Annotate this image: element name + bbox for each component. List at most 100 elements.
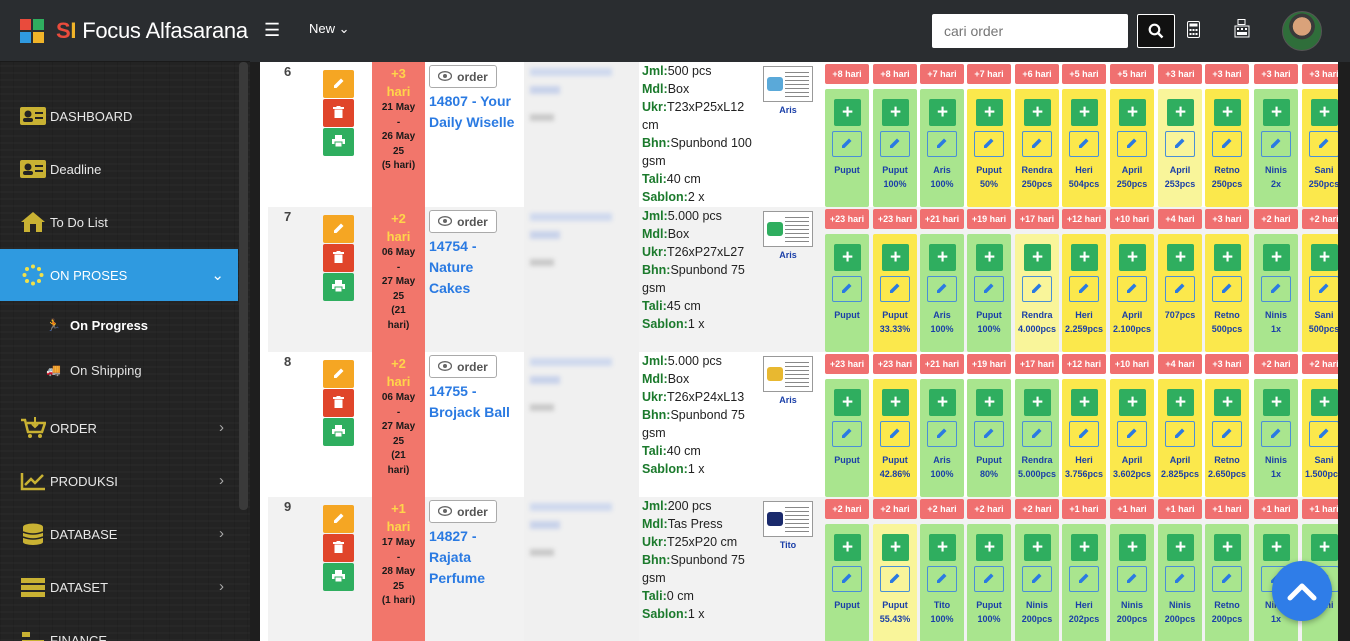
add-progress-button[interactable]: +: [1311, 244, 1338, 271]
order-button[interactable]: order: [429, 65, 497, 88]
add-progress-button[interactable]: +: [929, 389, 956, 416]
edit-progress-button[interactable]: [832, 566, 862, 592]
edit-progress-button[interactable]: [974, 276, 1004, 302]
edit-progress-button[interactable]: [832, 276, 862, 302]
print-button[interactable]: [323, 273, 354, 301]
edit-button[interactable]: [323, 360, 354, 388]
add-progress-button[interactable]: +: [834, 534, 861, 561]
order-title-link[interactable]: 14754 - Nature Cakes: [429, 236, 522, 299]
add-progress-button[interactable]: +: [976, 534, 1003, 561]
edit-progress-button[interactable]: [927, 276, 957, 302]
scroll-to-top-button[interactable]: [1272, 561, 1332, 621]
add-progress-button[interactable]: +: [1311, 534, 1338, 561]
add-progress-button[interactable]: +: [1024, 389, 1051, 416]
add-progress-button[interactable]: +: [976, 389, 1003, 416]
add-progress-button[interactable]: +: [1263, 99, 1290, 126]
add-progress-button[interactable]: +: [1214, 99, 1241, 126]
edit-progress-button[interactable]: [832, 421, 862, 447]
delete-button[interactable]: [323, 389, 354, 417]
add-progress-button[interactable]: +: [882, 389, 909, 416]
order-button[interactable]: order: [429, 500, 497, 523]
edit-progress-button[interactable]: [1117, 131, 1147, 157]
edit-progress-button[interactable]: [927, 566, 957, 592]
edit-progress-button[interactable]: [1117, 566, 1147, 592]
add-progress-button[interactable]: +: [929, 534, 956, 561]
delete-button[interactable]: [323, 99, 354, 127]
design-thumbnail[interactable]: [763, 501, 813, 537]
edit-progress-button[interactable]: [1309, 131, 1338, 157]
sidebar-item-deadline[interactable]: Deadline: [0, 143, 238, 195]
add-progress-button[interactable]: +: [1167, 534, 1194, 561]
design-thumbnail[interactable]: [763, 66, 813, 102]
edit-progress-button[interactable]: [1117, 421, 1147, 447]
add-progress-button[interactable]: +: [1263, 534, 1290, 561]
new-dropdown[interactable]: New ⌄: [309, 21, 350, 37]
cash-register-icon[interactable]: [1234, 19, 1250, 42]
add-progress-button[interactable]: +: [1311, 389, 1338, 416]
add-progress-button[interactable]: +: [1071, 99, 1098, 126]
add-progress-button[interactable]: +: [1119, 244, 1146, 271]
design-thumbnail[interactable]: [763, 356, 813, 392]
add-progress-button[interactable]: +: [834, 244, 861, 271]
add-progress-button[interactable]: +: [1167, 99, 1194, 126]
edit-progress-button[interactable]: [1212, 566, 1242, 592]
add-progress-button[interactable]: +: [1071, 244, 1098, 271]
delete-button[interactable]: [323, 244, 354, 272]
add-progress-button[interactable]: +: [1119, 534, 1146, 561]
menu-toggle-icon[interactable]: ☰: [264, 20, 281, 40]
edit-button[interactable]: [323, 70, 354, 98]
edit-progress-button[interactable]: [1165, 276, 1195, 302]
sidebar-item-dashboard[interactable]: DASHBOARD: [0, 90, 238, 142]
edit-progress-button[interactable]: [1069, 566, 1099, 592]
add-progress-button[interactable]: +: [1263, 389, 1290, 416]
sidebar-item-on-proses[interactable]: ON PROSES ⌄: [0, 249, 238, 301]
sidebar-item-todo[interactable]: To Do List: [0, 196, 238, 248]
delete-button[interactable]: [323, 534, 354, 562]
add-progress-button[interactable]: +: [929, 99, 956, 126]
add-progress-button[interactable]: +: [976, 99, 1003, 126]
add-progress-button[interactable]: +: [1214, 389, 1241, 416]
edit-progress-button[interactable]: [1165, 421, 1195, 447]
page-scrollbar-track[interactable]: [1338, 62, 1350, 641]
edit-progress-button[interactable]: [1069, 131, 1099, 157]
add-progress-button[interactable]: +: [1311, 99, 1338, 126]
edit-progress-button[interactable]: [832, 131, 862, 157]
add-progress-button[interactable]: +: [1024, 244, 1051, 271]
add-progress-button[interactable]: +: [882, 534, 909, 561]
add-progress-button[interactable]: +: [1214, 244, 1241, 271]
edit-progress-button[interactable]: [880, 421, 910, 447]
edit-progress-button[interactable]: [1261, 131, 1291, 157]
sidebar-subitem-on-progress[interactable]: 🏃 On Progress: [0, 305, 238, 345]
edit-progress-button[interactable]: [1022, 131, 1052, 157]
sidebar-subitem-on-shipping[interactable]: 🚚 On Shipping: [0, 350, 238, 390]
edit-progress-button[interactable]: [974, 421, 1004, 447]
edit-progress-button[interactable]: [1212, 131, 1242, 157]
edit-progress-button[interactable]: [880, 276, 910, 302]
add-progress-button[interactable]: +: [882, 244, 909, 271]
edit-progress-button[interactable]: [927, 421, 957, 447]
sidebar-item-database[interactable]: DATABASE ›: [0, 508, 238, 560]
print-button[interactable]: [323, 563, 354, 591]
print-button[interactable]: [323, 128, 354, 156]
sidebar-item-finance[interactable]: FINANCE: [0, 614, 238, 641]
edit-progress-button[interactable]: [1261, 421, 1291, 447]
sidebar-scrollbar[interactable]: [239, 62, 248, 510]
add-progress-button[interactable]: +: [1167, 389, 1194, 416]
add-progress-button[interactable]: +: [1119, 389, 1146, 416]
order-button[interactable]: order: [429, 355, 497, 378]
add-progress-button[interactable]: +: [929, 244, 956, 271]
edit-progress-button[interactable]: [880, 131, 910, 157]
add-progress-button[interactable]: +: [1071, 534, 1098, 561]
sidebar-item-dataset[interactable]: DATASET ›: [0, 561, 238, 613]
add-progress-button[interactable]: +: [882, 99, 909, 126]
add-progress-button[interactable]: +: [976, 244, 1003, 271]
order-title-link[interactable]: 14807 - Your Daily Wiselle: [429, 91, 522, 133]
order-button[interactable]: order: [429, 210, 497, 233]
edit-progress-button[interactable]: [927, 131, 957, 157]
add-progress-button[interactable]: +: [1214, 534, 1241, 561]
edit-button[interactable]: [323, 505, 354, 533]
add-progress-button[interactable]: +: [1119, 99, 1146, 126]
edit-progress-button[interactable]: [1309, 276, 1338, 302]
edit-progress-button[interactable]: [1212, 421, 1242, 447]
edit-progress-button[interactable]: [1212, 276, 1242, 302]
